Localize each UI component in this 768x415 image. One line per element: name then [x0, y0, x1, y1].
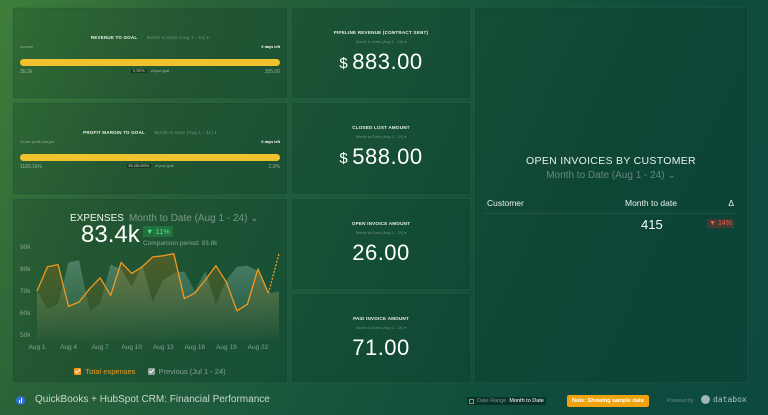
- date-range-dropdown[interactable]: Month to Date (Aug 1 - 24) ▾: [355, 325, 407, 330]
- svg-text:Aug 13: Aug 13: [153, 344, 174, 351]
- metric-value: 71.00: [352, 335, 410, 360]
- dashboard-grid: REVENUE TO GOAL Month to Date (Aug 1 - 3…: [10, 5, 748, 383]
- databox-logo-icon: [701, 395, 710, 404]
- expenses-line-chart[interactable]: 50k 60k 70k 80k 90k Aug 1 Aug 4 Aug 7 Aug 10 Aug …: [13, 243, 289, 363]
- sample-data-note[interactable]: Note: Showing sample data: [567, 395, 649, 407]
- goal-value: 2.0%: [268, 164, 280, 170]
- date-range-dropdown[interactable]: Month to Date (Aug 1 - 24) ⌄: [129, 213, 259, 224]
- open-invoices-by-customer-card[interactable]: OPEN INVOICES BY CUSTOMER Month to Date …: [474, 7, 748, 383]
- column-customer[interactable]: Customer: [487, 198, 524, 208]
- table-header: Customer Month to date Δ: [485, 198, 737, 214]
- closed-lost-card[interactable]: CLOSED LOST AMOUNT Month to Date (Aug 1 …: [291, 102, 471, 195]
- currency-symbol: $: [339, 150, 349, 167]
- metric-value: $588.00: [339, 144, 423, 169]
- footer-bar: QuickBooks + HubSpot CRM: Financial Perf…: [0, 386, 768, 415]
- dashboard-logo-icon: [16, 396, 25, 405]
- paid-invoice-card[interactable]: PAID INVOICE AMOUNT Month to Date (Aug 1…: [291, 293, 471, 383]
- currency-symbol: $: [339, 55, 349, 72]
- current-value: 35.2k: [20, 69, 33, 75]
- metric-label: Income: [20, 44, 34, 49]
- goal-progress-bar: [20, 154, 280, 161]
- delta-badge: ▼ 14%: [707, 219, 734, 228]
- calendar-icon: [469, 398, 474, 404]
- pipeline-revenue-card[interactable]: PIPELINE REVENUE (CONTRACT SENT) Month t…: [291, 7, 471, 99]
- goal-percent: 9,787%: [130, 69, 147, 73]
- comparison-text: Comparison period: 93.8k: [143, 240, 218, 247]
- databox-brand[interactable]: databox: [713, 395, 747, 404]
- svg-text:Aug 19: Aug 19: [216, 344, 237, 351]
- goal-value: 355.00: [264, 69, 280, 75]
- expenses-value: 83.4k: [81, 221, 140, 248]
- goal-progress-bar: [20, 59, 280, 66]
- svg-text:Aug 1: Aug 1: [29, 344, 46, 351]
- date-range-dropdown[interactable]: Month to Date (Aug 1 - 31) ▾: [154, 130, 217, 135]
- date-range-dropdown[interactable]: Month to Date (Aug 1 - 24) ▾: [355, 39, 407, 44]
- checkbox-icon[interactable]: [147, 368, 155, 375]
- svg-text:Aug 16: Aug 16: [185, 344, 206, 351]
- card-title: PIPELINE REVENUE (CONTRACT SENT): [333, 30, 429, 35]
- card-title: OPEN INVOICES BY CUSTOMER: [526, 155, 696, 167]
- month-to-date-cell: 415: [641, 217, 663, 232]
- date-range-dropdown[interactable]: Month to Date (Aug 1 - 24) ▾: [355, 230, 407, 235]
- column-month-to-date[interactable]: Month to date: [625, 198, 677, 208]
- card-title: CLOSED LOST AMOUNT: [352, 125, 410, 130]
- svg-text:70k: 70k: [20, 288, 31, 295]
- svg-text:90k: 90k: [20, 244, 31, 251]
- svg-text:Aug 10: Aug 10: [121, 344, 142, 351]
- svg-text:Aug 4: Aug 4: [60, 344, 77, 351]
- current-value: 1183.1k%: [20, 164, 42, 170]
- legend-previous[interactable]: Previous (Jul 1 - 24): [147, 367, 226, 376]
- chart-legend: Total expenses Previous (Jul 1 - 24): [13, 367, 287, 377]
- expenses-card[interactable]: EXPENSES Month to Date (Aug 1 - 24) ⌄ 83…: [12, 198, 288, 383]
- metric-value: $883.00: [339, 49, 423, 74]
- date-range-selector[interactable]: Date Range Month to Date: [467, 397, 546, 405]
- table-row[interactable]: 415 ▼ 14%: [485, 216, 737, 234]
- card-title: EXPENSES: [70, 213, 124, 224]
- svg-text:80k: 80k: [20, 266, 31, 273]
- days-left: 0 days left: [261, 45, 280, 49]
- days-left: 0 days left: [261, 140, 280, 144]
- date-range-dropdown[interactable]: Month to Date (Aug 1 - 24) ▾: [355, 134, 407, 139]
- svg-text:Aug 22: Aug 22: [248, 344, 269, 351]
- card-title: REVENUE TO GOAL: [90, 35, 138, 40]
- metric-label: Gross profit margin: [20, 139, 55, 144]
- column-delta[interactable]: Δ: [728, 198, 734, 208]
- date-range-dropdown[interactable]: Month to Date (Aug 1 - 31) ▾: [146, 35, 210, 40]
- svg-text:60k: 60k: [20, 310, 31, 317]
- legend-total-expenses[interactable]: Total expenses: [74, 367, 135, 376]
- profit-margin-to-goal-card[interactable]: PROFIT MARGIN TO GOAL Month to Date (Aug…: [12, 102, 288, 195]
- metric-value: 26.00: [352, 240, 410, 265]
- svg-text:50k: 50k: [20, 332, 31, 339]
- goal-percent-label: of your goal: [150, 69, 170, 73]
- dashboard-title: QuickBooks + HubSpot CRM: Financial Perf…: [35, 394, 270, 405]
- goal-percent: 59,155,000%: [126, 164, 152, 168]
- date-range-dropdown[interactable]: Month to Date (Aug 1 - 24) ⌄: [546, 170, 676, 181]
- change-badge: ▼ 11%: [143, 226, 173, 237]
- card-title: PAID INVOICE AMOUNT: [353, 316, 409, 321]
- revenue-to-goal-card[interactable]: REVENUE TO GOAL Month to Date (Aug 1 - 3…: [12, 7, 288, 99]
- powered-by-label: Powered by: [667, 398, 694, 404]
- svg-text:Aug 7: Aug 7: [92, 344, 109, 351]
- card-title: OPEN INVOICE AMOUNT: [351, 221, 411, 226]
- card-title: PROFIT MARGIN TO GOAL: [83, 130, 146, 135]
- checkbox-icon[interactable]: [74, 368, 82, 375]
- goal-percent-label: of your goal: [155, 164, 174, 168]
- open-invoice-card[interactable]: OPEN INVOICE AMOUNT Month to Date (Aug 1…: [291, 198, 471, 290]
